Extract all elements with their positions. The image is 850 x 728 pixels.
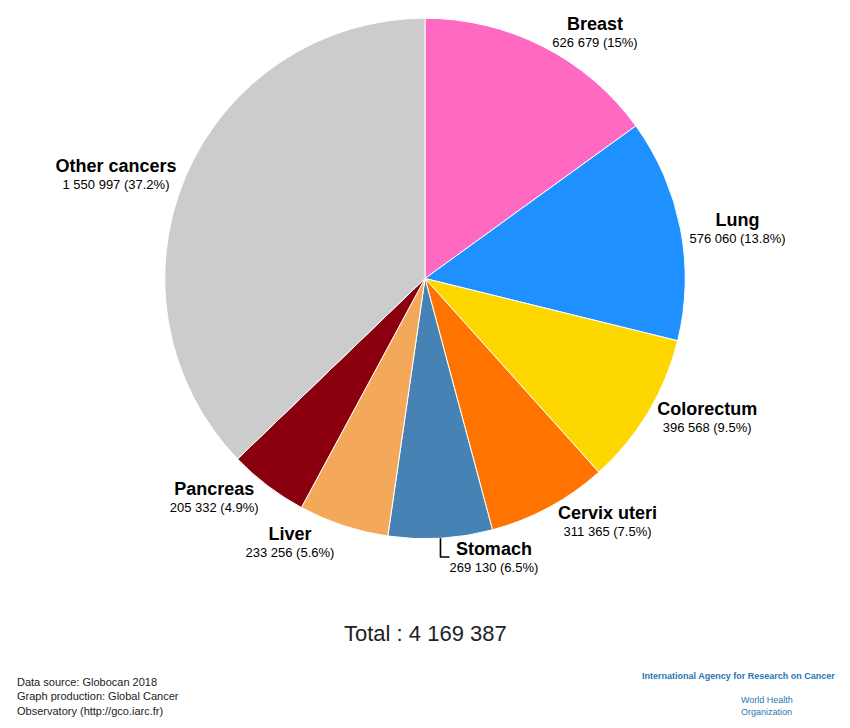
svg-text:International Agency for Resea: International Agency for Research on Can… (642, 671, 835, 681)
svg-text:Liver233 256 (5.6%): Liver233 256 (5.6%) (245, 524, 334, 560)
svg-text:Cervix uteri311 365 (7.5%): Cervix uteri311 365 (7.5%) (558, 503, 657, 539)
svg-text:Colorectum396 568 (9.5%): Colorectum396 568 (9.5%) (657, 399, 757, 435)
svg-text:Stomach269 130 (6.5%): Stomach269 130 (6.5%) (449, 539, 538, 575)
svg-text:Breast626 679 (15%): Breast626 679 (15%) (552, 14, 637, 50)
svg-text:World HealthOrganization: World HealthOrganization (741, 695, 793, 717)
svg-text:Lung576 060 (13.8%): Lung576 060 (13.8%) (689, 210, 785, 246)
svg-text:Total : 4 169 387: Total : 4 169 387 (344, 621, 507, 646)
svg-text:Data source: Globocan 2018Grap: Data source: Globocan 2018Graph producti… (17, 676, 179, 717)
svg-text:Pancreas205 332 (4.9%): Pancreas205 332 (4.9%) (170, 479, 259, 515)
svg-text:Other cancers1 550 997 (37.2%): Other cancers1 550 997 (37.2%) (55, 156, 176, 192)
